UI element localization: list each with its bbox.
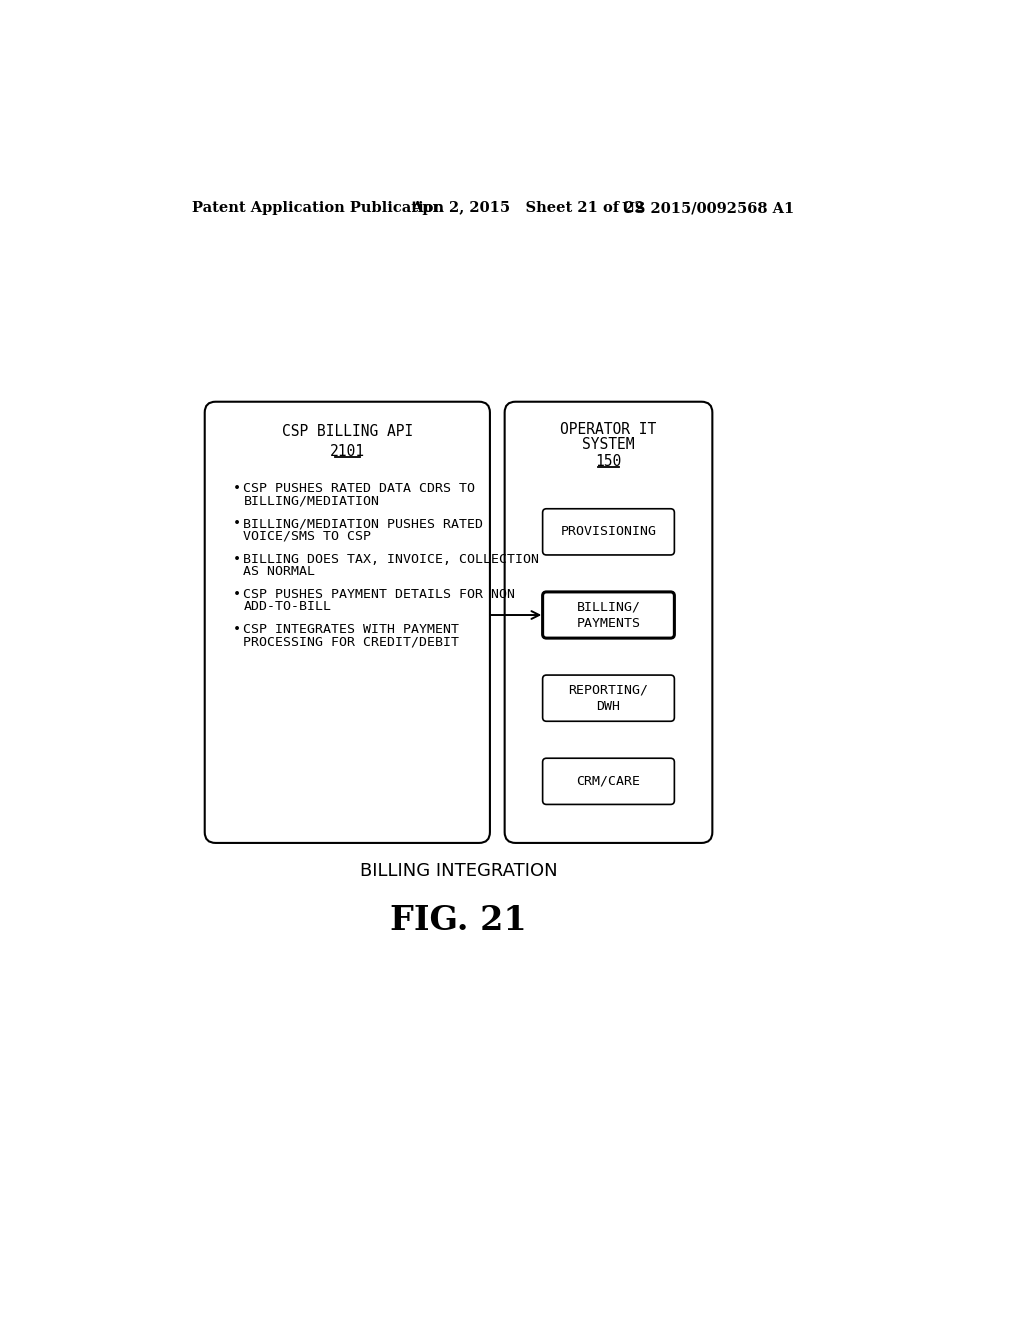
Text: •: • [232,553,241,566]
Text: Patent Application Publication: Patent Application Publication [191,202,443,215]
FancyBboxPatch shape [205,401,489,843]
FancyBboxPatch shape [505,401,713,843]
Text: BILLING/MEDIATION: BILLING/MEDIATION [244,494,380,507]
FancyBboxPatch shape [543,675,675,721]
Text: CSP BILLING API: CSP BILLING API [282,424,413,440]
Text: 150: 150 [595,454,622,469]
Text: CSP PUSHES PAYMENT DETAILS FOR NON: CSP PUSHES PAYMENT DETAILS FOR NON [244,589,515,601]
Text: AS NORMAL: AS NORMAL [244,565,315,578]
Text: VOICE/SMS TO CSP: VOICE/SMS TO CSP [244,529,372,543]
Text: SYSTEM: SYSTEM [583,437,635,453]
Text: BILLING/MEDIATION PUSHES RATED: BILLING/MEDIATION PUSHES RATED [244,517,483,531]
FancyBboxPatch shape [543,591,675,638]
Text: 2101: 2101 [330,444,365,458]
Text: PROCESSING FOR CREDIT/DEBIT: PROCESSING FOR CREDIT/DEBIT [244,636,460,649]
FancyBboxPatch shape [543,508,675,554]
Text: ADD-TO-BILL: ADD-TO-BILL [244,601,332,614]
Text: PROVISIONING: PROVISIONING [560,525,656,539]
Text: CSP INTEGRATES WITH PAYMENT: CSP INTEGRATES WITH PAYMENT [244,623,460,636]
Text: Apr. 2, 2015   Sheet 21 of 22: Apr. 2, 2015 Sheet 21 of 22 [411,202,645,215]
Text: CRM/CARE: CRM/CARE [577,775,640,788]
Text: •: • [232,517,241,531]
Text: US 2015/0092568 A1: US 2015/0092568 A1 [623,202,795,215]
Text: OPERATOR IT: OPERATOR IT [560,422,656,437]
Text: •: • [232,623,241,636]
Text: FIG. 21: FIG. 21 [390,904,527,937]
Text: BILLING INTEGRATION: BILLING INTEGRATION [359,862,557,879]
Text: •: • [232,589,241,601]
Text: BILLING DOES TAX, INVOICE, COLLECTION: BILLING DOES TAX, INVOICE, COLLECTION [244,553,540,566]
Text: REPORTING/
DWH: REPORTING/ DWH [568,684,648,713]
Text: •: • [232,482,241,495]
Text: BILLING/
PAYMENTS: BILLING/ PAYMENTS [577,601,640,630]
FancyBboxPatch shape [543,758,675,804]
Text: CSP PUSHES RATED DATA CDRS TO: CSP PUSHES RATED DATA CDRS TO [244,482,475,495]
